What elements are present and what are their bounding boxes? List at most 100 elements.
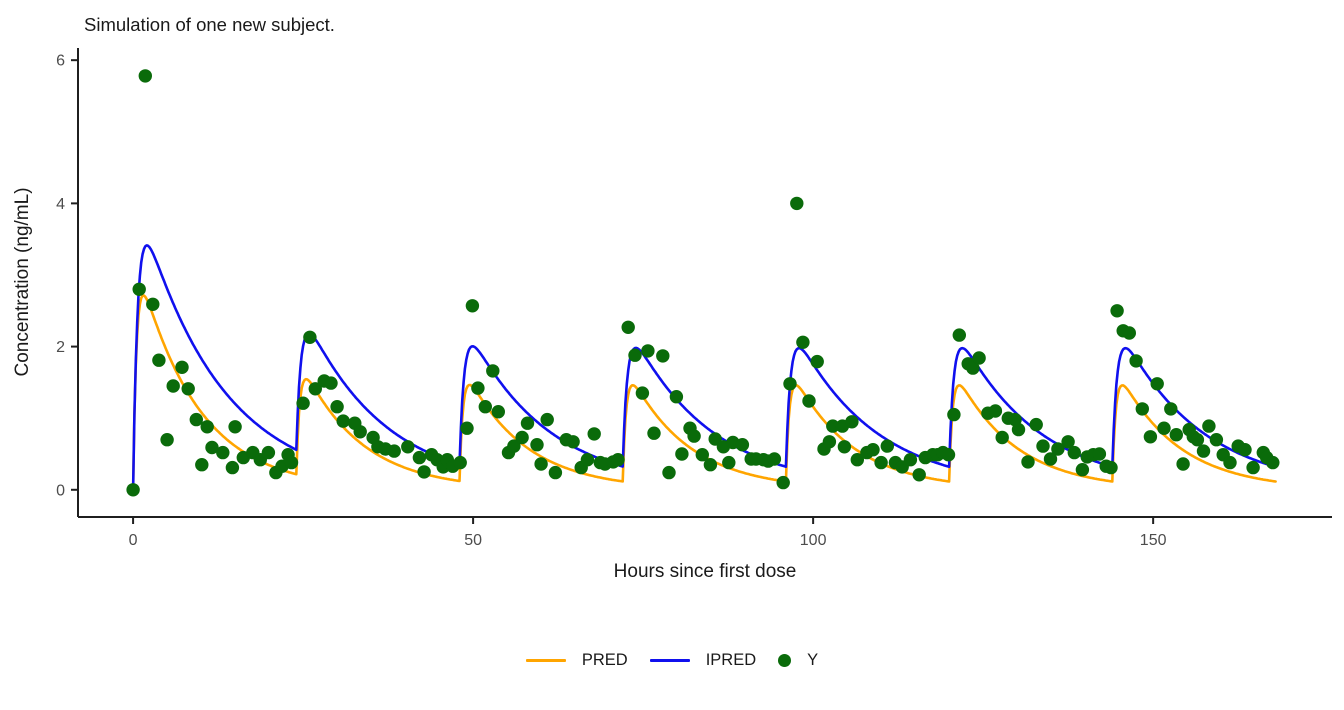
y-observation-point	[566, 435, 580, 449]
y-observation-point	[1129, 354, 1143, 368]
y-observation-point	[308, 382, 322, 396]
y-observation-point	[534, 457, 548, 471]
y-observation-point	[628, 348, 642, 362]
y-tick-label: 2	[56, 339, 65, 356]
y-tick-label: 0	[56, 482, 65, 499]
y-observation-point	[515, 430, 529, 445]
y-observation-point	[324, 376, 338, 390]
legend-label-y: Y	[807, 650, 819, 669]
y-observation-point	[767, 452, 782, 466]
x-axis-title: Hours since first dose	[614, 561, 797, 582]
y-observation-point	[1104, 460, 1118, 475]
y-observation-point	[866, 443, 880, 457]
y-observation-point	[952, 328, 966, 342]
y-observation-point	[647, 426, 661, 440]
y-observation-point	[675, 447, 689, 461]
y-observation-point	[1067, 445, 1082, 460]
y-observation-point	[1110, 304, 1124, 318]
y-observation-point	[1122, 326, 1137, 340]
y-observation-point	[822, 435, 837, 449]
y-observation-point	[1196, 444, 1211, 458]
y-observation-point	[995, 430, 1009, 445]
y-observation-point	[1150, 377, 1164, 391]
y-observation-point	[540, 412, 554, 427]
x-tick-label: 0	[129, 532, 138, 549]
y-observation-point	[826, 419, 840, 433]
y-observation-point	[695, 448, 709, 462]
y-observation-point	[1051, 442, 1065, 456]
y-observation-point	[126, 483, 140, 497]
y-observation-point	[1164, 402, 1178, 416]
y-observation-point	[722, 455, 736, 470]
legend-entry-ipred: IPRED	[649, 651, 756, 670]
y-observation-point	[417, 465, 431, 479]
y-observation-point	[1238, 443, 1252, 457]
y-observation-point	[296, 396, 310, 410]
y-observation-point	[330, 400, 344, 414]
y-observation-point	[988, 404, 1003, 418]
y-observation-point	[228, 420, 242, 434]
y-observation-point	[1223, 455, 1237, 470]
y-observation-point	[796, 335, 810, 349]
y-observation-point	[548, 465, 563, 480]
y-observation-point	[507, 439, 521, 453]
y-observation-point	[947, 407, 961, 422]
y-observation-point	[303, 330, 317, 344]
y-observation-point	[471, 381, 485, 395]
y-observation-point	[336, 414, 350, 428]
y-observation-point	[662, 465, 676, 480]
legend-label-pred: PRED	[581, 650, 628, 669]
y-observation-point	[225, 460, 240, 475]
y-observation-point	[1169, 428, 1184, 442]
y-observation-point	[1021, 455, 1035, 469]
y-observation-point	[146, 297, 160, 311]
y-observation-point	[1209, 433, 1224, 447]
y-observation-point	[1036, 439, 1050, 453]
y-observation-point	[1092, 447, 1107, 461]
x-tick-label: 150	[1140, 532, 1167, 549]
y-observation-point	[1246, 460, 1260, 475]
y-observation-point	[635, 386, 650, 400]
plot-title: Simulation of one new subject.	[84, 14, 335, 35]
y-observation-point	[1043, 452, 1058, 466]
y-observation-point	[453, 455, 467, 470]
y-observation-point	[912, 468, 926, 482]
y-observation-point	[1176, 457, 1190, 471]
legend-entry-y: Y	[778, 651, 818, 670]
y-point-swatch-icon	[778, 653, 792, 667]
y-observation-point	[850, 453, 864, 467]
y-observation-point	[152, 353, 166, 367]
y-observation-point	[941, 448, 956, 462]
y-observation-point	[1135, 402, 1150, 416]
axes: 0 50 100 150 0 2 4 6	[56, 48, 1332, 549]
y-observation-point	[641, 344, 655, 358]
y-observation-point	[966, 361, 980, 375]
legend: PRED IPRED Y	[0, 640, 1344, 680]
y-observation-point	[837, 440, 852, 454]
y-observation-point	[160, 433, 174, 447]
y-observation-point	[1029, 417, 1043, 432]
y-observation-point	[401, 440, 415, 454]
y-observation-point	[284, 455, 299, 470]
y-observation-point	[1266, 455, 1280, 470]
y-observation-point	[189, 412, 203, 427]
y-observation-point	[261, 445, 276, 460]
y-observation-point	[491, 405, 505, 419]
y-observation-point	[611, 453, 625, 467]
y-observation-point	[656, 349, 670, 363]
legend-entry-pred: PRED	[525, 650, 628, 670]
y-observation-point	[205, 440, 219, 455]
y-observation-point	[874, 455, 888, 470]
y-observation-point	[880, 439, 894, 453]
x-tick-label: 50	[464, 532, 482, 549]
y-observation-point	[1157, 421, 1171, 435]
y-observation-point	[166, 379, 180, 393]
y-observation-point	[776, 475, 790, 490]
y-observation-point	[903, 453, 918, 467]
y-observation-point	[175, 360, 189, 374]
y-observation-point	[1190, 433, 1205, 447]
y-observation-point	[1202, 419, 1216, 433]
y-observation-point	[845, 415, 859, 429]
y-tick-label: 4	[56, 196, 65, 213]
